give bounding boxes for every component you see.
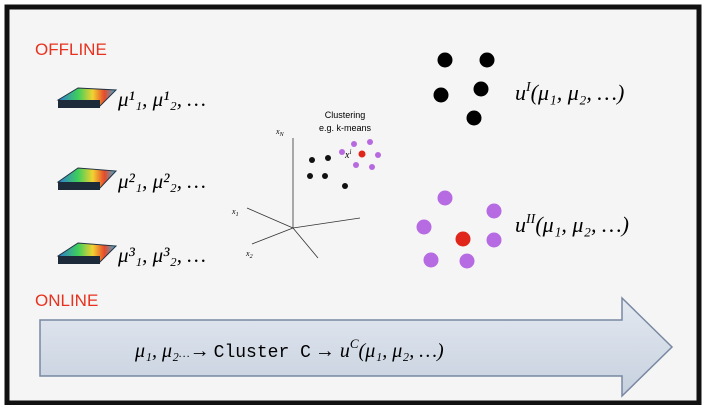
text-part: → u — [315, 340, 350, 362]
snapshot-params: μ¹₁, μ¹₂, … — [117, 87, 206, 111]
text-part: Cluster C — [214, 343, 311, 363]
online-label: ONLINE — [35, 291, 98, 310]
text-part: … — [179, 346, 190, 360]
text-part: i — [349, 148, 351, 156]
diagram: OFFLINE ONLINE μ¹₁, μ¹₂, … μ²₁, μ²₂, … μ… — [0, 0, 702, 405]
text-part: u — [515, 80, 526, 105]
clustering-subtitle: e.g. k-means — [319, 123, 372, 133]
snapshot-params: μ²₁, μ²₂, … — [117, 169, 206, 193]
text-part: u — [515, 212, 526, 237]
text-part: μ₁, μ₂ — [134, 340, 179, 362]
text-part: (μ₁, μ₂, …) — [535, 212, 629, 237]
text-part: (μ₁, μ₂, …) — [531, 80, 625, 105]
text-part: 1 — [236, 212, 239, 218]
offline-label: OFFLINE — [35, 40, 107, 59]
text-part: (μ₁, μ₂, …) — [359, 340, 444, 362]
text-part: 2 — [250, 254, 253, 260]
cluster-solution: uI(μ₁, μ₂, …) — [515, 80, 624, 105]
clustering-title: Clustering — [325, 110, 366, 120]
text-part: → — [190, 340, 210, 362]
snapshot-params: μ³₁, μ³₂, … — [117, 243, 206, 267]
text-part: C — [350, 336, 359, 351]
